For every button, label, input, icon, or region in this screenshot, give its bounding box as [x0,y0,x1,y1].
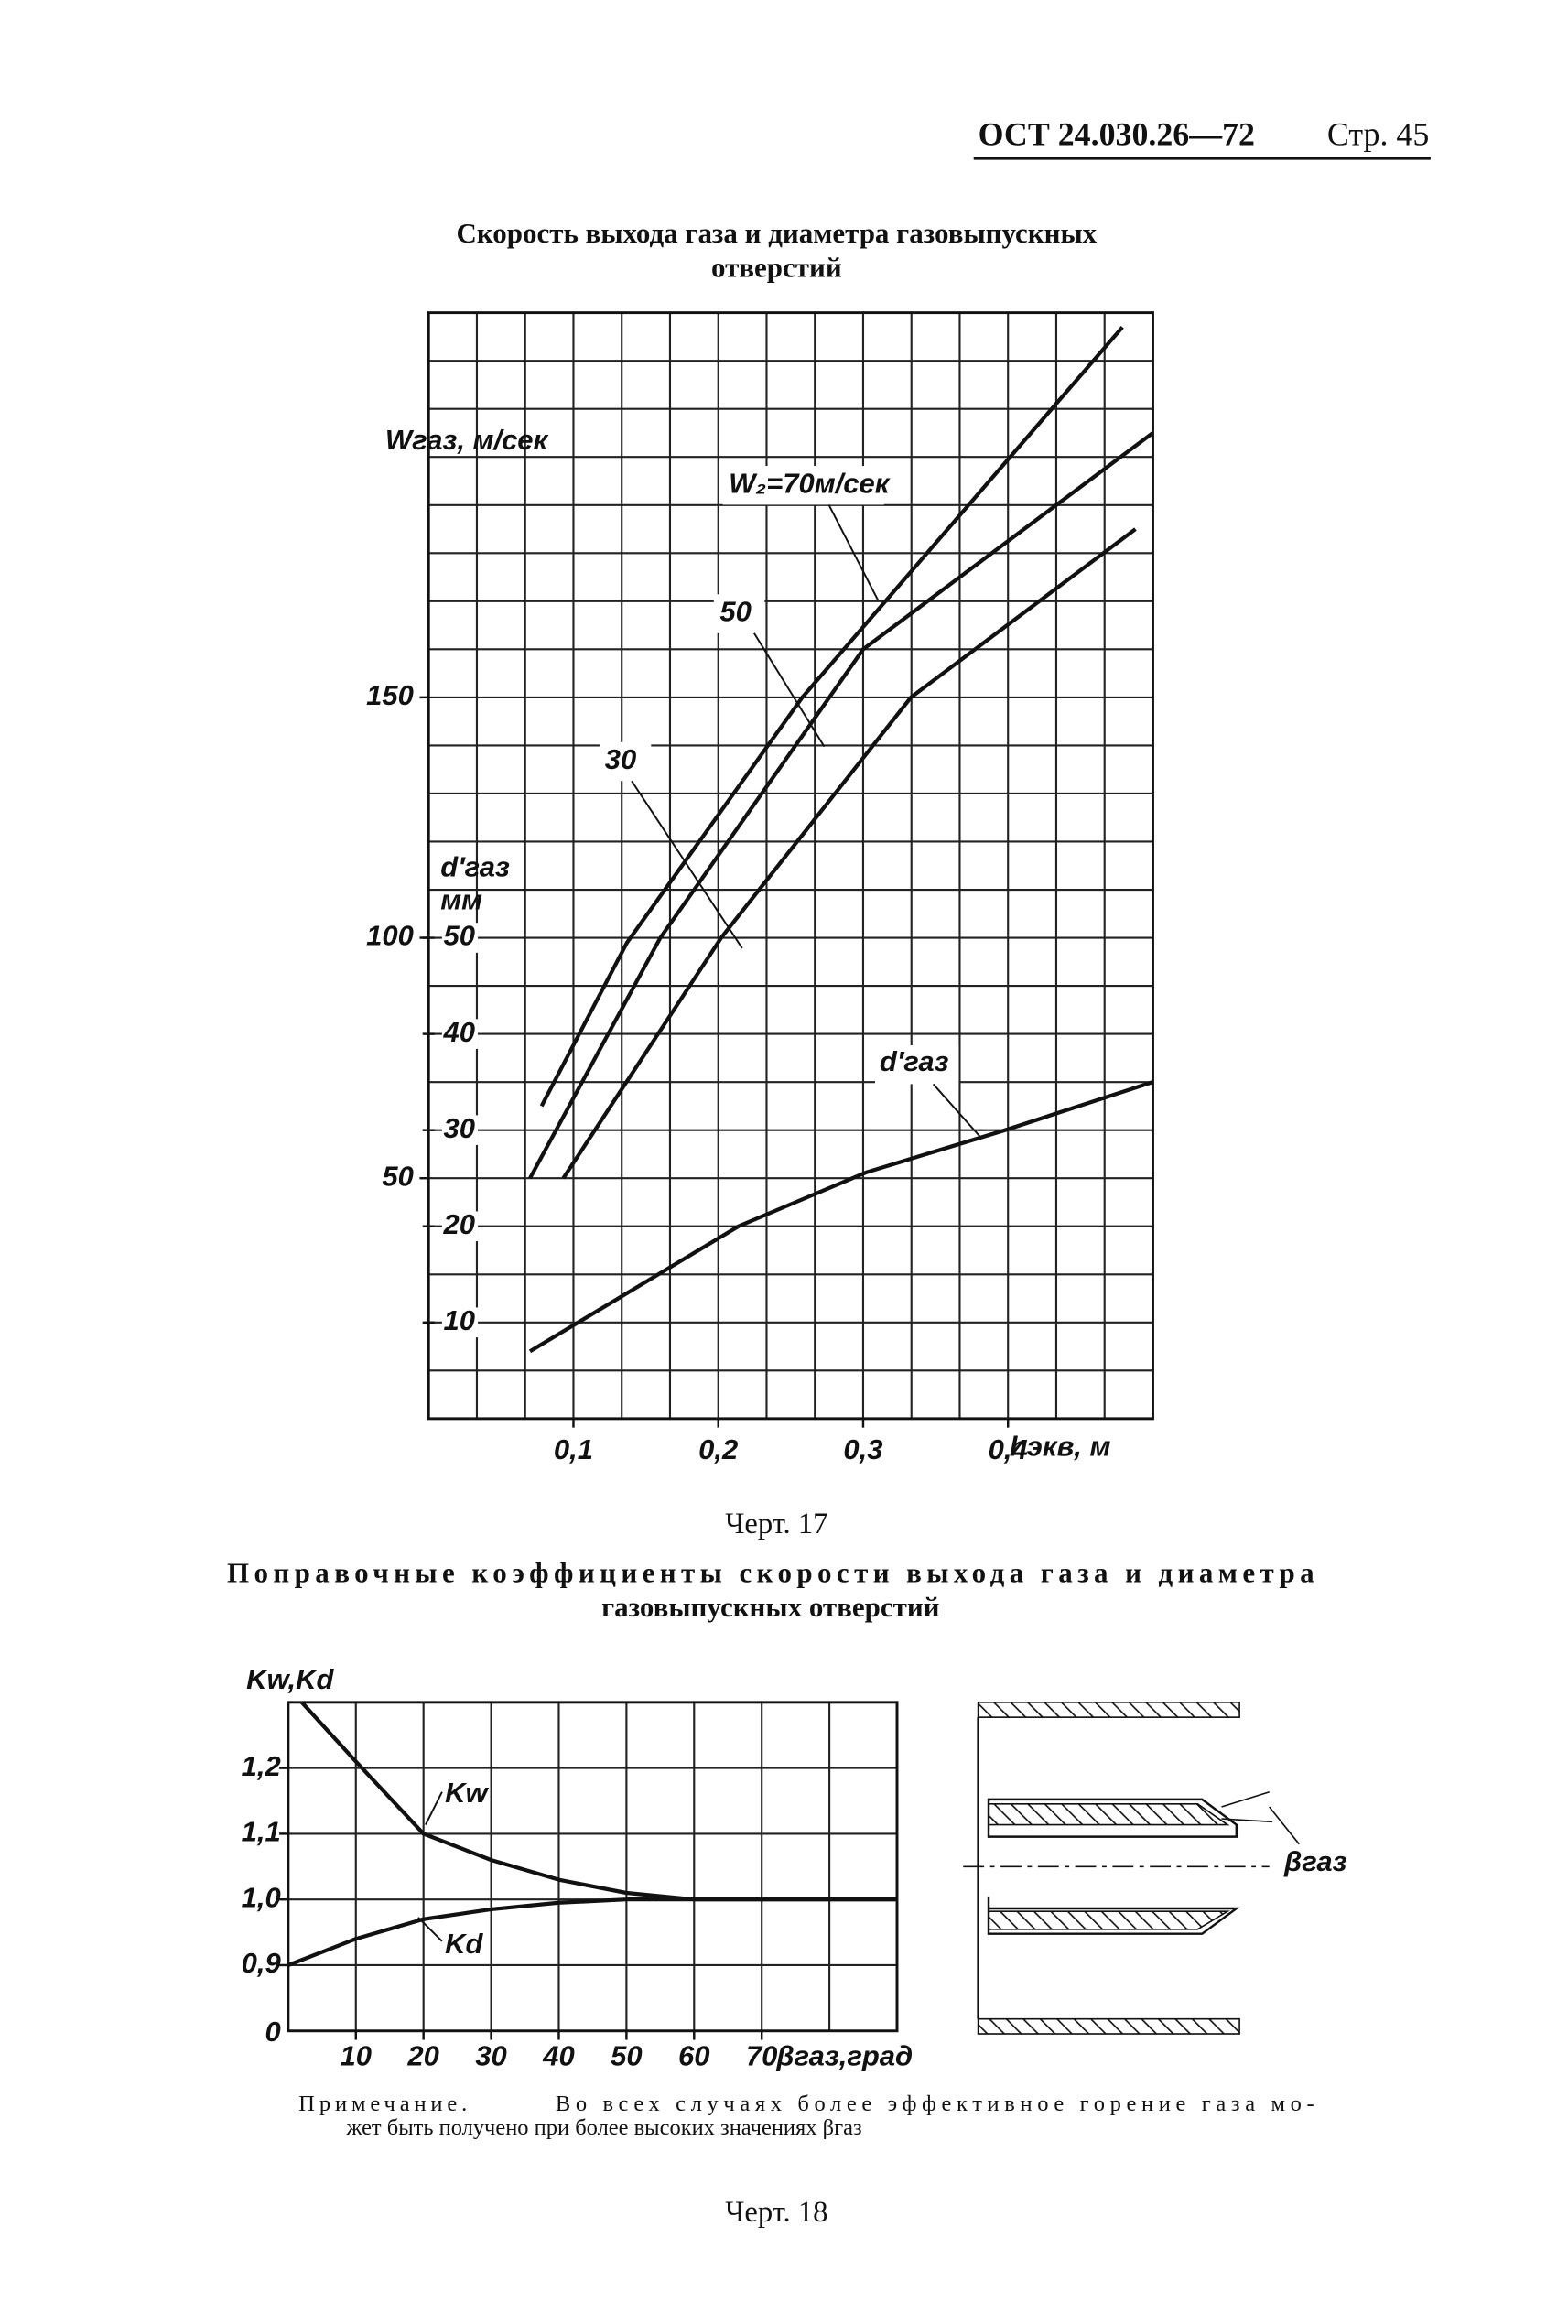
label-backing [441,1019,479,1049]
label-backing [875,1045,959,1085]
label-backing [600,741,652,782]
x-tick-label: 10 [341,2039,372,2071]
tube-wall [989,1802,1230,1826]
pipe-wall [977,1702,1240,1718]
plot-frame [427,311,1154,1421]
y-axis-label: Kw,Kd [246,1663,334,1695]
y2-tick-label: 20 [443,1208,475,1240]
data-line [528,1080,1154,1354]
label-backing [441,923,479,953]
standard-number: ОСТ 24.030.26—72 [979,115,1255,152]
x-tick-label: 50 [611,2039,642,2071]
x-tick-label: 70 [746,2039,777,2071]
series-label: W₂=70м/сек [729,467,891,499]
y2-tick-label: 40 [443,1016,475,1048]
data-line [539,325,1124,1108]
note-text: жет быть получено при более высоких знач… [345,2115,861,2140]
plot-frame [287,1701,899,2033]
y-tick-label: 1,1 [242,1816,281,1848]
figure-caption: Черт. 18 [725,2196,827,2229]
y2-tick-label: 50 [444,920,475,952]
y-tick-label: 100 [366,920,414,952]
y-tick-label: 1,2 [242,1750,281,1782]
x-axis-label: hэкв, м [1010,1431,1111,1463]
y-origin-label: 0 [265,2016,280,2048]
series-label: d′газ [880,1045,949,1077]
tube [987,1798,1238,1838]
note-text: Во всех случаях более эффективное горени… [556,2092,1314,2116]
y-axis-label: Wгаз, м/сек [385,424,549,456]
x-tick-label: 0,2 [698,1433,738,1465]
x-tick-label: 20 [406,2039,438,2071]
leader-line [827,503,880,601]
series-label: Kd [445,1928,483,1960]
data-line [561,527,1137,1180]
pipe-wall [977,2017,1240,2035]
angle-line [1221,1790,1270,1808]
y2-axis-label: d′газ [440,851,510,883]
leader-line [1269,1806,1300,1845]
x-tick-label: 0,3 [843,1433,882,1465]
leader-line [425,1791,443,1826]
leader-line [753,632,826,748]
data-line [528,431,1154,1180]
y2-tick-label: 10 [444,1304,475,1336]
x-tick-label: 30 [475,2039,506,2071]
chart-title: отверстий [711,251,842,283]
angle-label: βгаз [1283,1845,1347,1877]
x-tick-label: 0,1 [554,1433,593,1465]
y-tick-label: 150 [366,679,414,711]
label-backing [722,466,884,505]
chart-title: Поправочные коэффициенты скорости выхода… [227,1556,1314,1588]
label-backing [441,1115,479,1145]
label-backing [441,1211,479,1242]
leader-line [631,780,743,949]
series-label: 30 [605,743,636,775]
tube-wall [989,1910,1230,1930]
series-label: 50 [719,596,751,628]
series-label: Kw [445,1777,489,1809]
leader-line [417,1917,443,1942]
burner-diagram: βгаз [963,1702,1347,2035]
y-tick-label: 1,0 [242,1881,281,1913]
x-tick-label: 40 [542,2039,574,2071]
y-tick-label: 0,9 [242,1947,282,1979]
chart-title: Скорость выхода газа и диаметра газовыпу… [456,217,1097,249]
x-axis-label: βгаз,град [775,2039,913,2071]
x-tick-label: 60 [678,2039,709,2071]
page-number: Стр. 45 [1327,115,1429,152]
angle-line [1221,1818,1273,1823]
label-backing [441,1307,479,1338]
data-line [300,1701,897,1902]
y2-axis-unit: мм [440,884,482,916]
x-tick-label: 0,4 [989,1433,1028,1465]
y-tick-label: 50 [382,1160,413,1192]
y2-tick-label: 30 [444,1112,475,1144]
note-label: Примечание. [298,2092,471,2116]
data-line [287,1897,897,1967]
label-backing [713,594,765,633]
chart-title: газовыпускных отверстий [601,1591,940,1623]
leader-line [932,1083,982,1139]
figure-caption: Черт. 17 [725,1508,827,1540]
